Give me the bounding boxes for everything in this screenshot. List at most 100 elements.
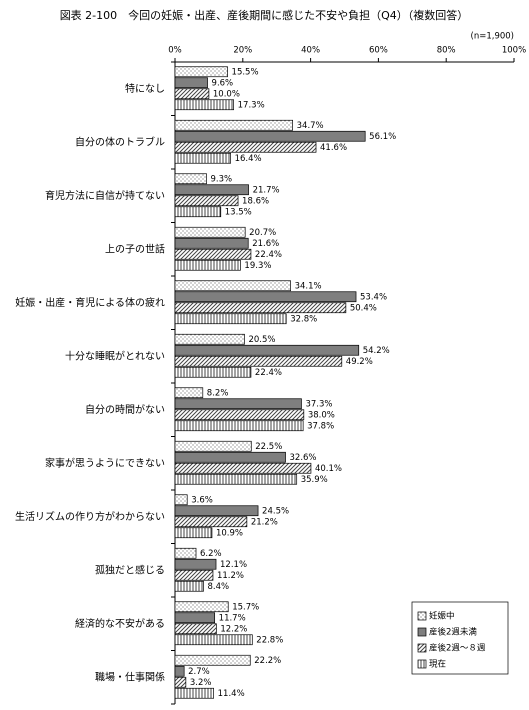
value-label: 6.2% (200, 549, 222, 559)
bar (174, 173, 207, 185)
bar (174, 152, 231, 164)
value-label: 37.3% (305, 399, 332, 409)
value-label: 22.2% (254, 656, 281, 666)
bar (174, 420, 304, 432)
bar (174, 612, 216, 624)
bar (174, 259, 241, 271)
bar (174, 248, 252, 260)
value-label: 12.2% (220, 624, 247, 634)
value-label: 15.7% (232, 602, 259, 612)
bar (174, 387, 204, 399)
category-label: 妊娠・出産・育児による体の疲れ (15, 296, 165, 309)
bar (174, 291, 357, 303)
category-label: 経済的な不安がある (75, 617, 165, 630)
bar (174, 505, 259, 517)
bar (174, 195, 239, 207)
value-label: 9.3% (211, 174, 233, 184)
bar (174, 226, 246, 238)
x-tick-label: 80% (437, 46, 456, 56)
bar (174, 462, 312, 474)
bar (174, 580, 204, 592)
bar (174, 601, 229, 613)
bar (174, 366, 252, 378)
value-label: 34.1% (295, 281, 322, 291)
value-label: 2.7% (188, 667, 210, 677)
chart-title: 図表 2-100 今回の妊娠・出産、産後期間に感じた不安や負担（Q4）（複数回答… (60, 8, 469, 22)
bar (174, 184, 249, 196)
value-label: 22.5% (255, 442, 282, 452)
bar (174, 398, 302, 410)
x-tick-label: 0% (168, 46, 182, 56)
bar (174, 516, 248, 528)
bar (174, 130, 366, 142)
bar (174, 99, 234, 111)
bar (174, 302, 347, 314)
x-tick-label: 100% (502, 46, 526, 56)
legend-box (411, 601, 509, 675)
value-label: 32.8% (290, 314, 317, 324)
bar (174, 440, 252, 452)
value-label: 3.6% (191, 495, 213, 505)
bar (174, 569, 214, 581)
value-label: 22.8% (256, 635, 283, 645)
value-label: 11.2% (217, 571, 244, 581)
value-label: 3.2% (190, 678, 212, 688)
bar (174, 558, 217, 570)
legend-label: 妊娠中 (429, 611, 455, 622)
bar (174, 547, 197, 559)
bar (174, 665, 185, 677)
bar (174, 344, 360, 356)
x-tick-label: 20% (233, 46, 252, 56)
legend-swatch (417, 611, 427, 621)
value-label: 11.7% (219, 613, 246, 623)
category-label: 自分の時間がない (85, 403, 165, 416)
bar (174, 654, 251, 666)
value-label: 15.5% (232, 67, 259, 77)
legend-swatch (417, 659, 427, 669)
bar (174, 634, 253, 646)
bar (174, 88, 210, 100)
legend-label: 産後2週未満 (429, 627, 477, 638)
value-label: 20.7% (249, 228, 276, 238)
value-label: 49.2% (346, 357, 373, 367)
value-label: 21.2% (251, 517, 278, 527)
bar (174, 494, 188, 506)
value-label: 19.3% (244, 261, 271, 271)
bar (174, 66, 228, 78)
value-label: 8.2% (207, 388, 229, 398)
bar (174, 527, 213, 539)
value-label: 37.8% (307, 421, 334, 431)
value-label: 22.4% (255, 368, 282, 378)
value-label: 12.1% (220, 560, 247, 570)
value-label: 54.2% (363, 346, 390, 356)
bar (174, 141, 317, 153)
value-label: 18.6% (242, 196, 269, 206)
legend-swatch (417, 627, 427, 637)
x-tick-label: 60% (369, 46, 388, 56)
value-label: 20.5% (248, 335, 275, 345)
bar (174, 77, 208, 89)
value-label: 10.9% (216, 528, 243, 538)
bar (174, 237, 249, 249)
value-label: 32.6% (290, 453, 317, 463)
legend-label: 現在 (429, 659, 446, 670)
category-label: 職場・仕事関係 (95, 670, 165, 683)
bar (174, 206, 222, 218)
legend-swatch (417, 643, 427, 653)
bar (174, 473, 298, 485)
value-label: 41.6% (320, 143, 347, 153)
bar (174, 119, 293, 131)
value-label: 17.3% (238, 100, 265, 110)
bar (174, 623, 217, 635)
bar (174, 409, 305, 421)
value-label: 40.1% (315, 464, 342, 474)
bar (174, 280, 291, 292)
value-label: 53.4% (360, 292, 387, 302)
category-label: 孤独だと感じる (95, 563, 165, 576)
value-label: 50.4% (350, 303, 377, 313)
value-label: 24.5% (262, 506, 289, 516)
value-label: 8.4% (207, 582, 229, 592)
category-label: 生活リズムの作り方がわからない (15, 510, 165, 523)
